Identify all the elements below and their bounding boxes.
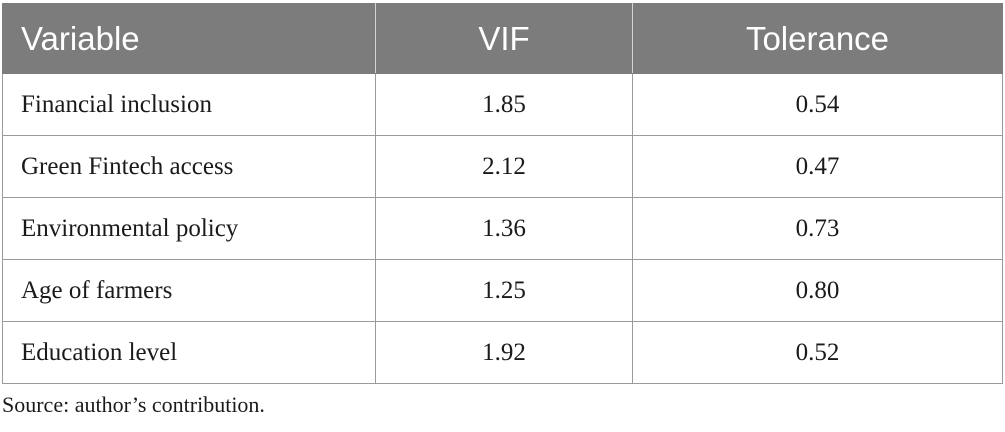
header-row: Variable VIF Tolerance	[2, 3, 1003, 74]
header-vif: VIF	[375, 3, 633, 74]
table-row: Financial inclusion 1.85 0.54	[2, 73, 1003, 136]
table-source-note: Source: author’s contribution.	[2, 392, 265, 417]
cell-variable: Environmental policy	[2, 197, 376, 260]
cell-variable: Financial inclusion	[2, 73, 376, 136]
cell-tolerance: 0.80	[632, 259, 1003, 322]
table-row: Environmental policy 1.36 0.73	[2, 197, 1003, 260]
vif-table-container: Variable VIF Tolerance Financial inclusi…	[2, 3, 1003, 384]
cell-variable: Education level	[2, 321, 376, 384]
table-header: Variable VIF Tolerance	[2, 3, 1003, 74]
table-body: Financial inclusion 1.85 0.54 Green Fint…	[2, 73, 1003, 384]
header-variable: Variable	[2, 3, 376, 74]
cell-tolerance: 0.54	[632, 73, 1003, 136]
table-row: Education level 1.92 0.52	[2, 321, 1003, 384]
cell-tolerance: 0.52	[632, 321, 1003, 384]
cell-variable: Green Fintech access	[2, 135, 376, 198]
cell-vif: 1.85	[375, 73, 633, 136]
cell-variable: Age of farmers	[2, 259, 376, 322]
cell-tolerance: 0.47	[632, 135, 1003, 198]
table-row: Green Fintech access 2.12 0.47	[2, 135, 1003, 198]
table-row: Age of farmers 1.25 0.80	[2, 259, 1003, 322]
cell-tolerance: 0.73	[632, 197, 1003, 260]
cell-vif: 2.12	[375, 135, 633, 198]
vif-table: Variable VIF Tolerance Financial inclusi…	[2, 3, 1003, 384]
cell-vif: 1.92	[375, 321, 633, 384]
cell-vif: 1.36	[375, 197, 633, 260]
cell-vif: 1.25	[375, 259, 633, 322]
header-tolerance: Tolerance	[632, 3, 1003, 74]
